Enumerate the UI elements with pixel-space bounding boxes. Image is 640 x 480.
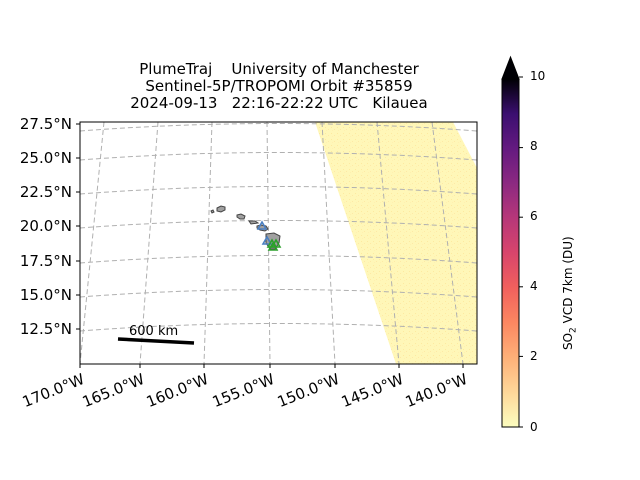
- colorbar-tick-label: 0: [530, 420, 538, 434]
- colorbar-extend-arrow: [501, 55, 520, 80]
- colorbar-tick-label: 6: [530, 209, 538, 223]
- scale-bar-label: 600 km: [129, 324, 179, 339]
- island-molokai: [248, 220, 260, 225]
- colorbar-label-prefix: SO: [561, 332, 575, 350]
- colorbar-label-subscript: 2: [568, 327, 579, 333]
- volcano-marker-mauna-kea: [267, 241, 279, 251]
- lon-tick-marks: [79, 364, 464, 368]
- colorbar-tick-marks: [519, 76, 523, 428]
- so2-swath: [315, 122, 477, 364]
- volcano-marker-haleakala: [256, 220, 268, 230]
- map-frame: [79, 121, 478, 365]
- lat-tick-label: 27.5°N: [19, 115, 72, 133]
- latitude-gridlines: [80, 123, 477, 332]
- colorbar-label: SO2 VCD 7km (DU): [561, 236, 578, 350]
- lat-tick-label: 17.5°N: [19, 252, 72, 270]
- volcano-markers: [256, 220, 282, 251]
- lat-tick-marks: [76, 123, 80, 330]
- volcano-marker-hualalai: [261, 235, 273, 245]
- title-line-2: Sentinel-5P/TROPOMI Orbit #35859: [145, 77, 413, 95]
- island-niihau: [210, 209, 215, 214]
- island-oahu: [236, 213, 246, 220]
- lat-tick-label: 20.0°N: [19, 217, 72, 235]
- colorbar-tick-label: 8: [530, 139, 538, 153]
- lat-tick-label: 12.5°N: [19, 320, 72, 338]
- lat-tick-label: 25.0°N: [19, 149, 72, 167]
- title-line-3: 2024-09-13 22:16-22:22 UTC Kilauea: [130, 94, 428, 112]
- colorbar: [501, 55, 523, 428]
- colorbar-tick-label: 10: [530, 69, 546, 83]
- title-line-1: PlumeTraj University of Manchester: [139, 60, 419, 78]
- lat-tick-label: 15.0°N: [19, 286, 72, 304]
- map-area: [80, 122, 477, 364]
- colorbar-tick-label: 2: [530, 349, 538, 363]
- colorbar-label-suffix: VCD 7km (DU): [561, 236, 575, 328]
- lat-tick-label: 22.5°N: [19, 183, 72, 201]
- colorbar-tick-label: 4: [530, 279, 538, 293]
- colorbar-gradient: [501, 78, 520, 428]
- scale-bar: [117, 337, 195, 345]
- island-kauai: [216, 205, 226, 213]
